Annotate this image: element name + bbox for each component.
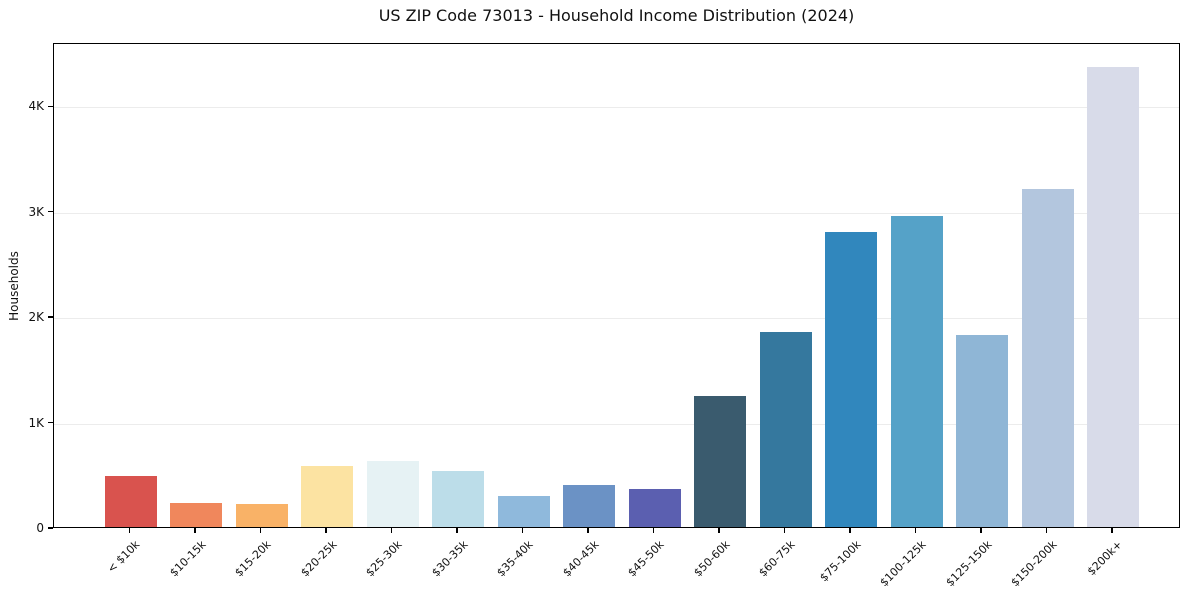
x-tick-mark [521, 528, 524, 533]
x-tick-label: $125-150k [943, 538, 995, 590]
x-tick-mark [718, 528, 720, 533]
x-tick-mark [1111, 528, 1113, 533]
x-tick-label: $150-200k [1008, 538, 1060, 590]
bar-$75-100k [825, 231, 877, 527]
bar-$10-15k [170, 503, 222, 527]
x-tick-label: $75-100k [816, 538, 864, 585]
x-tick-mark [128, 528, 131, 533]
bar-$50-60k [694, 396, 746, 527]
gridline-3000 [54, 212, 1179, 214]
bar-$35-40k [497, 496, 550, 527]
plot-area [53, 43, 1180, 528]
bar-< $10k [104, 476, 157, 527]
x-tick-label: $10-15k [166, 538, 209, 580]
bar-$45-50k [628, 489, 681, 527]
x-tick-mark [1045, 528, 1048, 533]
bar-$200k+ [1087, 67, 1139, 527]
x-tick-label: $20-25k [297, 538, 340, 580]
chart-title: US ZIP Code 73013 - Household Income Dis… [378, 6, 855, 25]
x-tick-label: $30-35k [428, 538, 471, 580]
bar-$15-20k [235, 504, 288, 527]
x-tick-label: $200k+ [1085, 538, 1126, 579]
bar-$30-35k [432, 471, 484, 527]
y-tick-mark [48, 421, 53, 424]
gridline-4000 [54, 107, 1179, 109]
x-tick-label: $40-45k [559, 538, 602, 580]
x-tick-mark [587, 528, 589, 533]
bar-$150-200k [1021, 188, 1074, 527]
x-tick-mark [456, 528, 458, 533]
x-tick-mark [849, 528, 851, 533]
x-tick-mark [194, 528, 196, 533]
bar-$25-30k [366, 460, 419, 527]
bar-$40-45k [563, 485, 615, 527]
bar-$20-25k [301, 465, 353, 527]
y-tick-label: 1K [28, 415, 44, 430]
x-tick-label: $25-30k [363, 538, 405, 580]
x-tick-mark [390, 528, 393, 533]
x-tick-label: $100-125k [877, 538, 929, 590]
y-tick-label: 3K [28, 204, 44, 219]
x-tick-mark [914, 528, 917, 533]
x-tick-mark [325, 528, 327, 533]
y-tick-mark [48, 105, 53, 107]
y-tick-label: 0 [36, 521, 44, 535]
x-tick-label: $15-20k [232, 538, 274, 580]
x-tick-label: $50-60k [690, 538, 733, 580]
bar-$125-150k [956, 335, 1008, 527]
bar-$100-125k [890, 215, 943, 527]
x-tick-mark [259, 528, 262, 533]
gridline-2000 [54, 318, 1179, 320]
y-tick-label: 4K [28, 99, 44, 114]
x-tick-mark [652, 528, 655, 533]
y-tick-mark [48, 210, 53, 213]
x-tick-label: $35-40k [494, 538, 536, 580]
gridline-1000 [54, 423, 1179, 425]
x-tick-label: $60-75k [756, 538, 798, 580]
y-tick-mark [48, 316, 53, 318]
x-tick-label: $45-50k [625, 538, 667, 580]
y-tick-mark [48, 527, 53, 529]
bar-$60-75k [759, 332, 812, 527]
x-tick-label: < $10k [105, 538, 143, 576]
y-tick-label: 2K [28, 310, 44, 325]
x-tick-mark [783, 528, 786, 533]
x-tick-mark [980, 528, 982, 533]
